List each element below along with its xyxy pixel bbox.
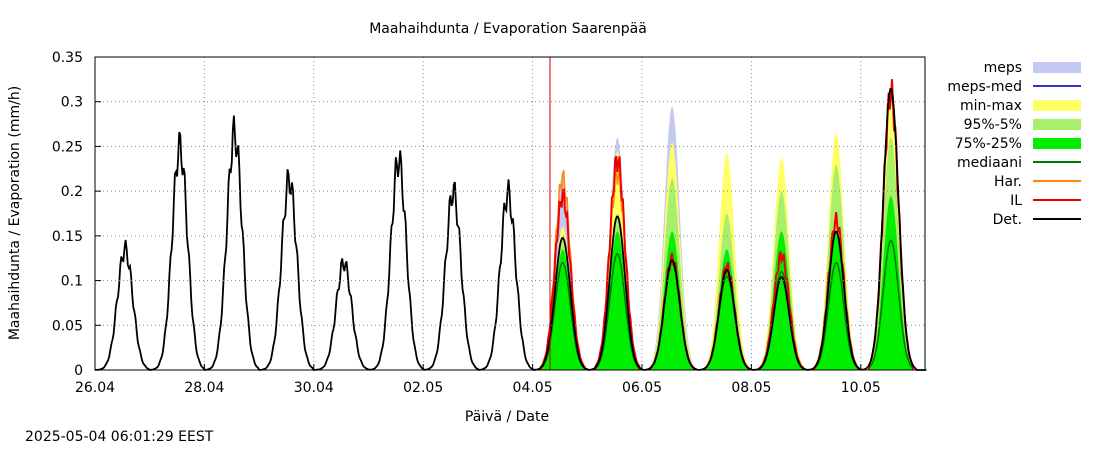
x-tick-label: 08.05 <box>731 380 771 396</box>
series-line-mediaani <box>813 261 859 370</box>
series-line-il <box>539 188 586 370</box>
legend: meps meps-med min-max 95%-5% 75%-25% mediaani… <box>947 60 1081 228</box>
series-line-mediaani <box>868 239 914 370</box>
chart-title: Maahaihdunta / Evaporation Saarenpää <box>369 21 647 37</box>
legend-swatch <box>1033 100 1081 111</box>
band-75-25- <box>540 249 585 370</box>
y-tick-label: 0.35 <box>52 50 83 66</box>
y-axis-ticks: 0 0.05 0.1 0.15 0.2 0.25 0.3 0.35 <box>52 50 101 379</box>
plot-frame <box>94 56 926 371</box>
x-axis-ticks: 26.04 28.04 30.04 02.05 04.05 06.05 08.05 10.05 <box>75 364 881 396</box>
generated-timestamp: 2025-05-04 06:01:29 EEST <box>25 429 214 445</box>
y-tick-label: 0 <box>74 363 83 379</box>
x-axis-label: Päivä / Date <box>465 409 549 425</box>
y-axis-label: Maahaihdunta / Evaporation (mm/h) <box>7 86 23 340</box>
series-line-det <box>95 88 927 371</box>
series-lines <box>95 79 927 371</box>
y-tick-label: 0.2 <box>61 184 83 200</box>
forecast-bands <box>540 92 913 371</box>
x-tick-label: 04.05 <box>513 380 553 396</box>
grid-lines <box>95 57 925 370</box>
x-tick-label: 06.05 <box>622 380 662 396</box>
y-tick-label: 0.05 <box>52 318 83 334</box>
series-line-mediaani <box>594 252 641 370</box>
legend-label: IL <box>1010 193 1022 209</box>
x-tick-label: 26.04 <box>75 380 115 396</box>
legend-label: mediaani <box>957 155 1022 171</box>
legend-label: meps <box>984 60 1022 76</box>
legend-label: 95%-5% <box>964 117 1022 133</box>
x-tick-label: 10.05 <box>841 380 881 396</box>
band-75-25- <box>595 231 640 370</box>
y-tick-label: 0.3 <box>61 95 83 111</box>
legend-label: meps-med <box>947 79 1022 95</box>
y-tick-label: 0.1 <box>61 274 83 290</box>
legend-swatch <box>1033 62 1081 73</box>
y-tick-label: 0.25 <box>52 139 83 155</box>
x-tick-label: 30.04 <box>294 380 334 396</box>
legend-label: Det. <box>993 212 1022 228</box>
series-line-il <box>594 155 641 370</box>
legend-label: Har. <box>994 174 1022 190</box>
legend-swatch <box>1033 119 1081 130</box>
x-tick-label: 28.04 <box>184 380 224 396</box>
legend-swatch <box>1033 138 1081 149</box>
legend-label: 75%-25% <box>955 136 1022 152</box>
x-tick-label: 02.05 <box>403 380 443 396</box>
legend-label: min-max <box>960 98 1022 114</box>
y-tick-label: 0.15 <box>52 229 83 245</box>
